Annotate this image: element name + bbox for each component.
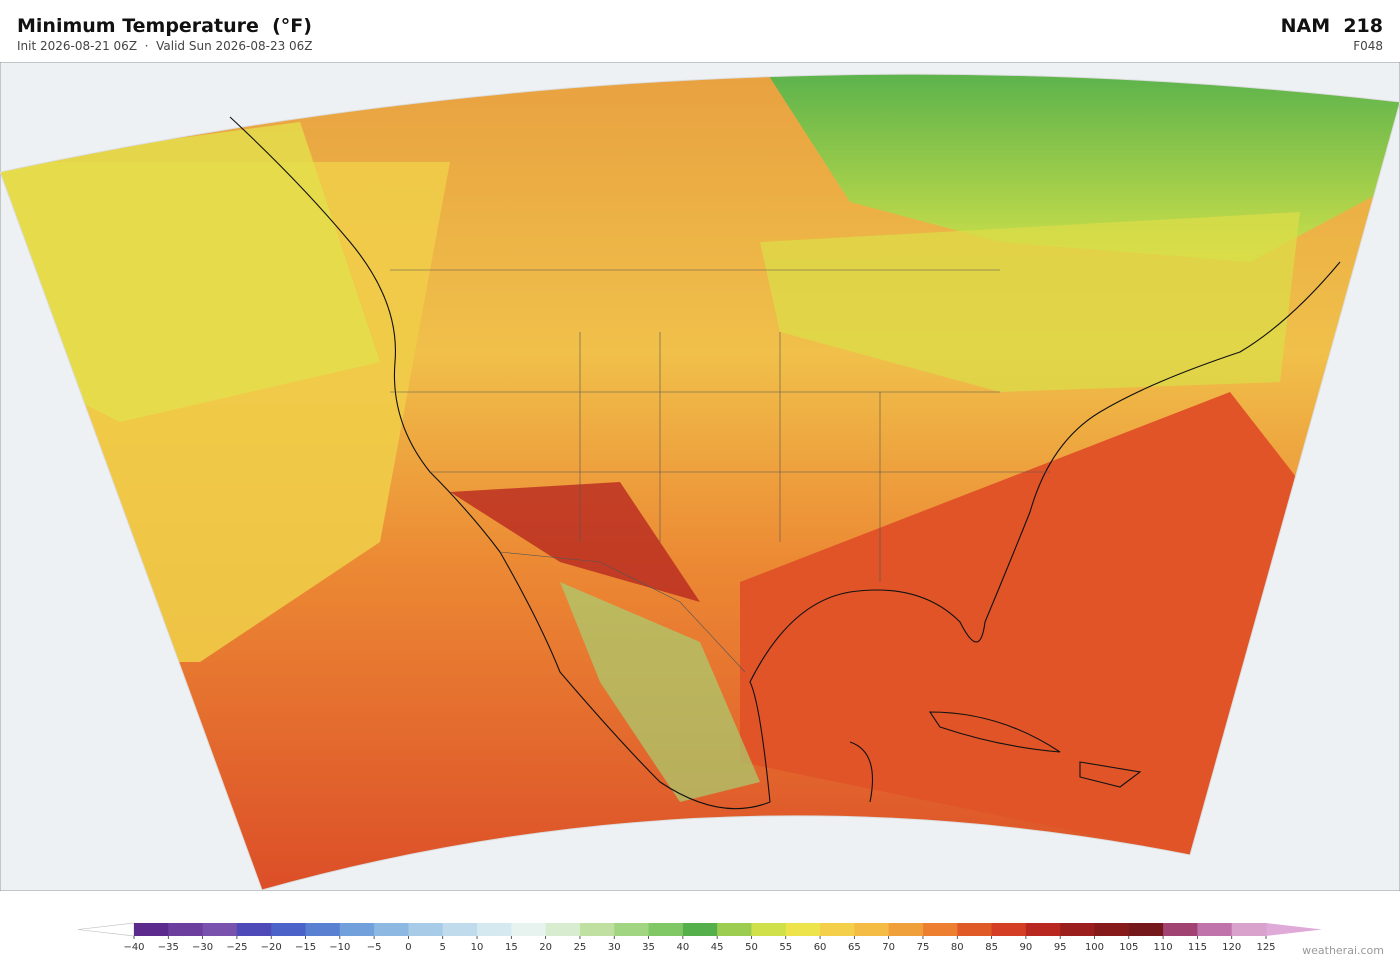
color-segment: [820, 923, 855, 936]
color-segment: [511, 923, 547, 936]
tick-label: 115: [1188, 942, 1207, 953]
color-segment: [1060, 923, 1095, 936]
color-segment: [271, 923, 307, 936]
color-segment: [305, 923, 341, 936]
color-segment: [442, 923, 478, 936]
tick-label: 75: [917, 942, 930, 953]
tick-label: −5: [367, 942, 382, 953]
tick-label: 10: [471, 942, 484, 953]
tick-label: 20: [539, 942, 552, 953]
tick-label: 30: [608, 942, 621, 953]
extend-over: [1266, 923, 1322, 936]
tick-label: 60: [814, 942, 827, 953]
color-segment: [339, 923, 375, 936]
map: [0, 62, 1400, 891]
tick-label: 70: [882, 942, 895, 953]
color-segment: [682, 923, 718, 936]
forecast-hour: F048: [1353, 39, 1383, 53]
domain-edge: [0, 73, 1400, 891]
tick-label: −20: [261, 942, 282, 953]
color-segment: [888, 923, 924, 936]
tick-label: −35: [158, 942, 179, 953]
tick-label: 15: [505, 942, 518, 953]
tick-label: 125: [1256, 942, 1275, 953]
tick-label: −15: [295, 942, 316, 953]
tick-label: −10: [329, 942, 350, 953]
color-segment: [1163, 923, 1198, 936]
tick-label: −30: [192, 942, 213, 953]
color-segment: [408, 923, 444, 936]
color-segment: [1094, 923, 1130, 936]
color-segment: [1197, 923, 1233, 936]
color-segment: [579, 923, 615, 936]
watermark: weatherai.com: [1302, 944, 1384, 957]
borders: [390, 269, 1050, 673]
tick-label: 0: [405, 942, 411, 953]
color-segment: [545, 923, 581, 936]
tick-label: −40: [123, 942, 144, 953]
color-segment: [614, 923, 650, 936]
subtitle: Init 2026-08-21 06Z · Valid Sun 2026-08-…: [17, 39, 313, 53]
extend-under: [77, 922, 135, 937]
tick-label: 25: [574, 942, 587, 953]
tick-label: 95: [1054, 942, 1067, 953]
colorbar: −40 −35 −30 −25 −20 −15 −10 −5 0 5 10 15 20 25 30 35 40 4…: [77, 922, 1322, 953]
model-name: NAM 218: [1280, 15, 1383, 37]
color-segment: [1128, 923, 1164, 936]
tick-label: −25: [226, 942, 247, 953]
color-segment: [134, 923, 169, 936]
color-segment: [785, 923, 821, 936]
tick-label: 5: [440, 942, 446, 953]
color-segment: [477, 923, 512, 936]
tick-label: 40: [676, 942, 689, 953]
color-segment: [236, 923, 272, 936]
tick-label: 65: [848, 942, 861, 953]
color-segment: [922, 923, 958, 936]
tick-label: 80: [951, 942, 964, 953]
color-segment: [648, 923, 684, 936]
tick-label: 55: [779, 942, 792, 953]
color-segment: [751, 923, 787, 936]
tick-label: 100: [1085, 942, 1104, 953]
color-segment: [168, 923, 204, 936]
color-segment: [957, 923, 993, 936]
color-segment: [374, 923, 409, 936]
color-segment: [991, 923, 1027, 936]
color-segment: [717, 923, 752, 936]
title: Minimum Temperature (°F): [17, 15, 312, 37]
tick-label: 45: [711, 942, 724, 953]
color-segment: [854, 923, 890, 936]
tick-label: 85: [985, 942, 998, 953]
tick-label: 120: [1222, 942, 1241, 953]
color-segment: [1231, 923, 1267, 936]
coastlines: [229, 116, 1341, 810]
tick-label: 50: [745, 942, 758, 953]
tick-label: 90: [1020, 942, 1033, 953]
color-segment: [1025, 923, 1061, 936]
color-segment: [202, 923, 238, 936]
tick-label: 35: [642, 942, 655, 953]
temperature-field: [0, 74, 1400, 891]
tick-label: 105: [1119, 942, 1138, 953]
tick-label: 110: [1154, 942, 1173, 953]
